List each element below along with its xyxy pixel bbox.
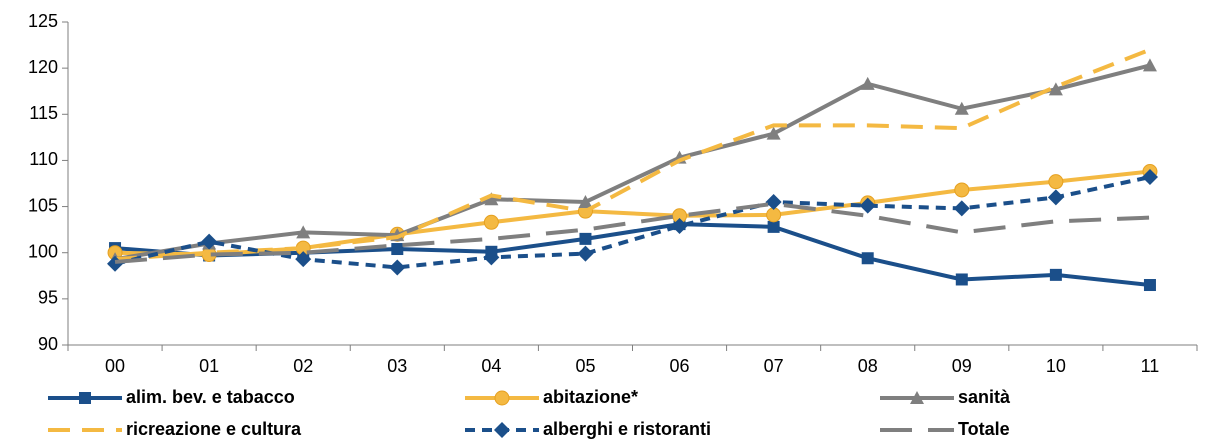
x-tick-label: 06 — [670, 356, 690, 376]
legend-label: ricreazione e cultura — [126, 419, 302, 439]
marker — [494, 390, 510, 406]
marker — [494, 422, 510, 438]
x-tick-label: 01 — [199, 356, 219, 376]
x-tick-label: 07 — [764, 356, 784, 376]
marker — [1142, 58, 1157, 72]
x-tick-label: 04 — [481, 356, 501, 376]
marker — [955, 273, 968, 286]
x-tick-label: 08 — [858, 356, 878, 376]
x-tick-label: 05 — [575, 356, 595, 376]
legend-label: alberghi e ristoranti — [543, 419, 711, 439]
series-line — [114, 201, 1151, 264]
x-tick-label: 11 — [1141, 356, 1160, 376]
series-line — [114, 175, 1151, 270]
marker — [577, 245, 594, 262]
legend-label: sanità — [958, 387, 1011, 407]
y-tick-label: 110 — [29, 149, 58, 169]
legend-label: Totale — [958, 419, 1010, 439]
legend-label: abitazione* — [543, 387, 638, 407]
marker — [767, 220, 780, 233]
x-tick-label: 10 — [1046, 356, 1066, 376]
marker — [953, 200, 970, 217]
marker — [860, 76, 875, 90]
y-tick-label: 105 — [28, 195, 58, 215]
marker — [859, 197, 876, 214]
marker — [483, 249, 500, 266]
marker — [578, 194, 593, 208]
marker — [766, 126, 781, 140]
y-tick-label: 100 — [28, 241, 58, 261]
marker — [671, 217, 688, 234]
legend-label: alim. bev. e tabacco — [126, 387, 295, 407]
marker — [861, 252, 874, 265]
x-tick-label: 00 — [105, 356, 125, 376]
series-line — [114, 47, 1151, 262]
y-tick-label: 90 — [38, 334, 58, 354]
marker — [1047, 189, 1064, 206]
marker — [295, 251, 312, 268]
marker — [1049, 268, 1062, 281]
y-tick-label: 95 — [38, 288, 58, 308]
marker — [766, 207, 782, 223]
marker — [483, 214, 499, 230]
marker — [1048, 174, 1064, 190]
marker — [579, 232, 592, 245]
marker — [296, 225, 311, 239]
marker — [954, 182, 970, 198]
x-tick-label: 03 — [387, 356, 407, 376]
y-tick-label: 125 — [28, 11, 58, 31]
marker — [910, 391, 924, 404]
marker — [954, 101, 969, 115]
marker — [389, 259, 406, 276]
marker — [1143, 279, 1156, 292]
x-tick-label: 09 — [952, 356, 972, 376]
marker — [765, 193, 782, 210]
marker — [79, 392, 91, 404]
series-line — [115, 169, 1151, 257]
x-tick-label: 02 — [293, 356, 313, 376]
marker — [1141, 169, 1158, 186]
series-line — [114, 63, 1151, 262]
marker — [201, 233, 218, 250]
marker — [391, 243, 404, 256]
y-tick-label: 115 — [29, 103, 58, 123]
marker — [484, 192, 499, 206]
y-tick-label: 120 — [28, 57, 58, 77]
marker — [1048, 82, 1063, 96]
